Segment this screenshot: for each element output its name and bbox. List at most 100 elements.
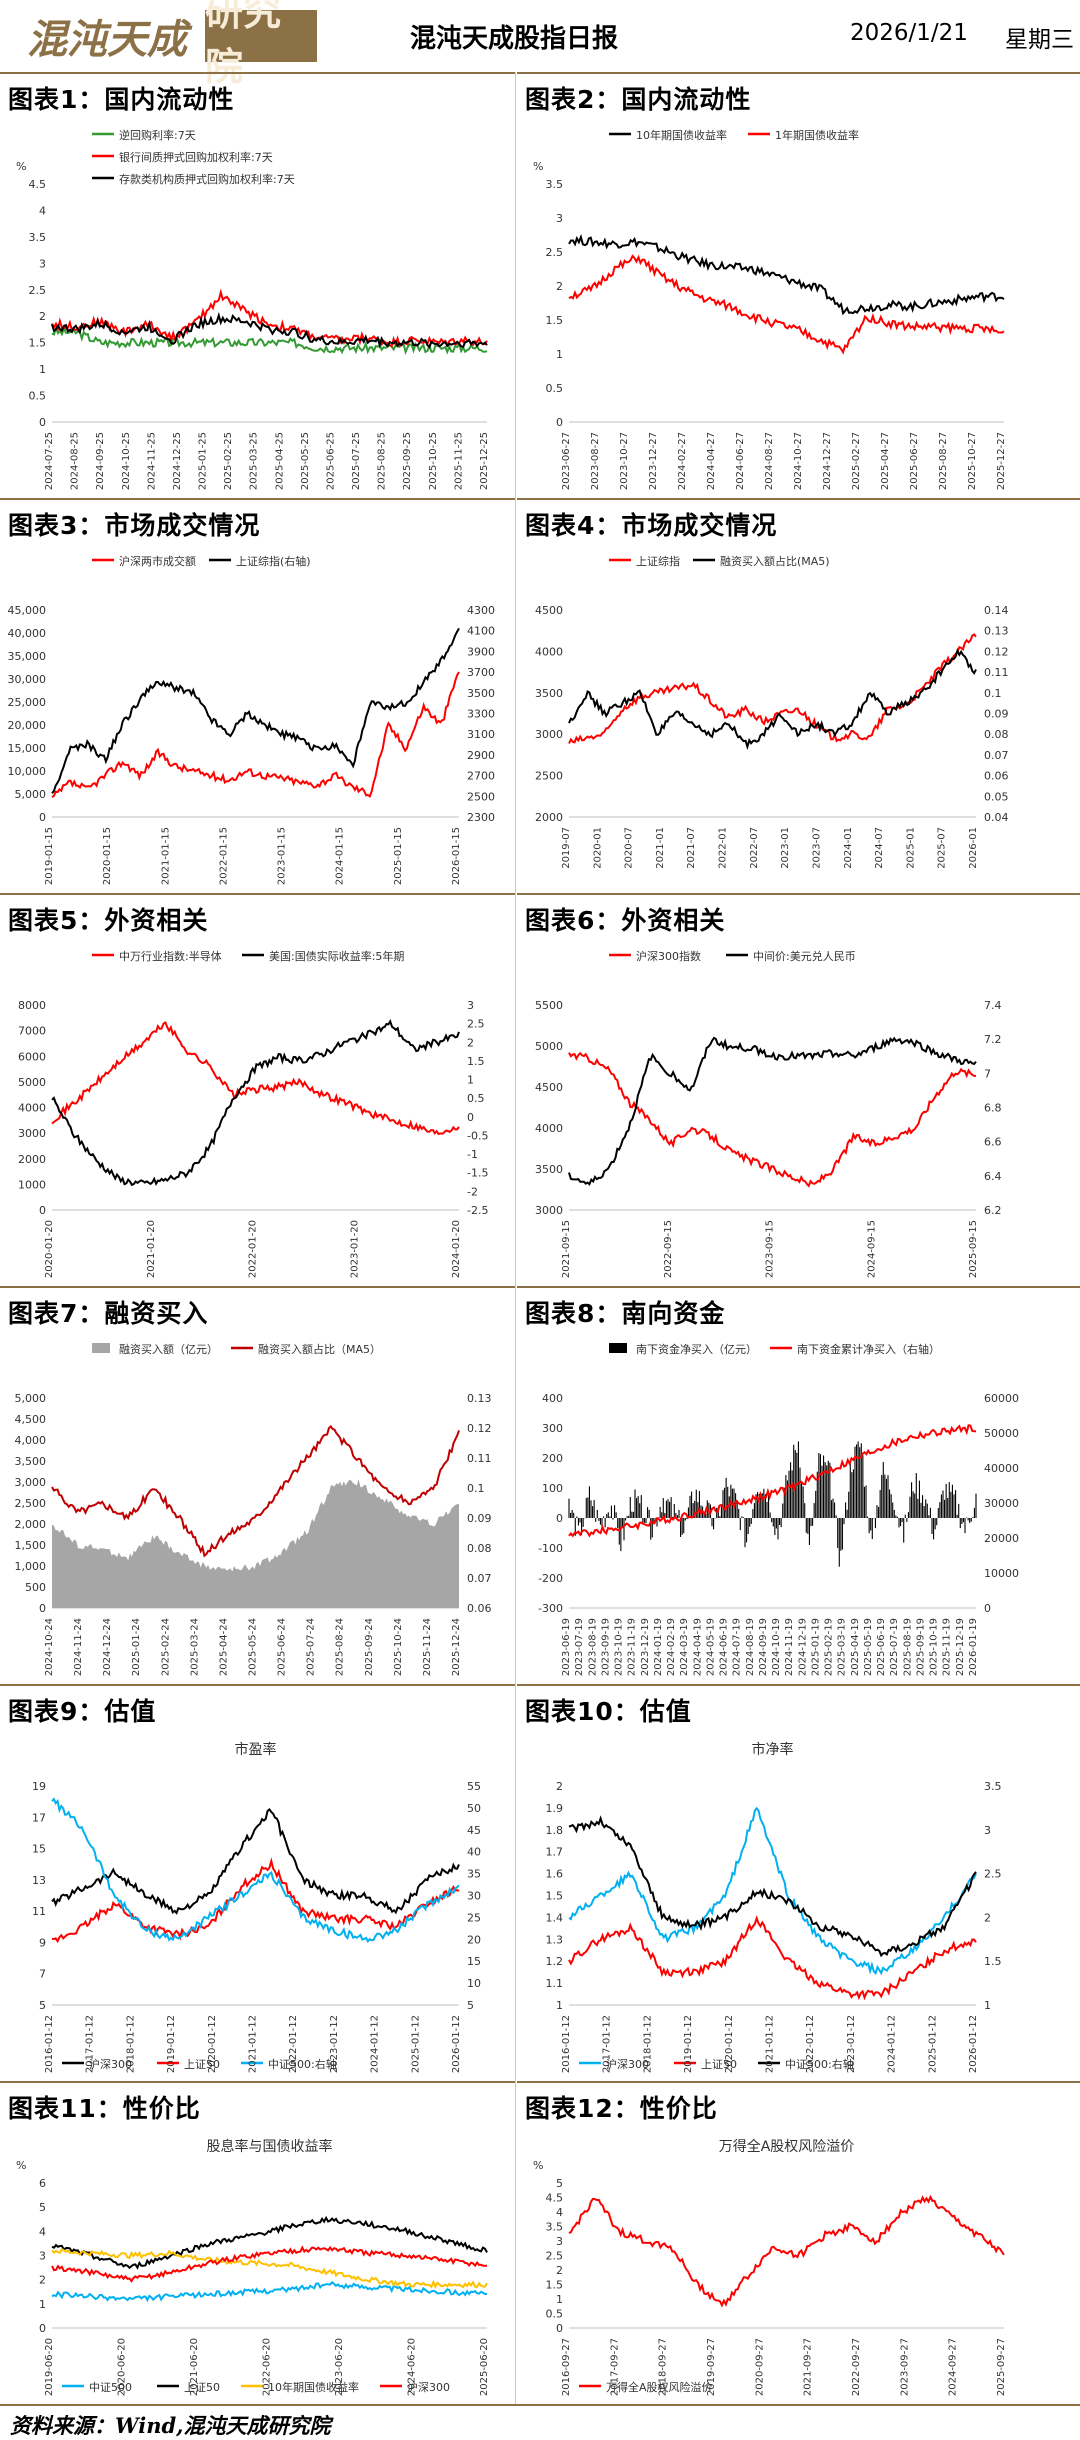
x-tick-label: 2023-01-15 bbox=[277, 827, 288, 885]
y-tick-label: 3,500 bbox=[15, 1455, 47, 1468]
x-tick-label: 2022-09-27 bbox=[851, 2338, 862, 2396]
y-tick-label: 4 bbox=[39, 204, 46, 217]
y-tick-label: -100 bbox=[538, 1542, 563, 1555]
legend-label: 中证500 bbox=[89, 2381, 132, 2394]
x-tick-label: 2016-01-12 bbox=[561, 2015, 572, 2073]
y2-tick-label: 5 bbox=[467, 1999, 474, 2012]
line-series-2 bbox=[51, 627, 460, 794]
y2-tick-label: 0.09 bbox=[984, 708, 1009, 721]
legend-label: 沪深两市成交额 bbox=[119, 554, 196, 568]
x-tick-label: 2024-12-24 bbox=[102, 1618, 113, 1676]
y-tick-label: 1 bbox=[556, 2293, 563, 2306]
x-tick-label: 2019-01-15 bbox=[44, 827, 55, 885]
y2-tick-label: 0.13 bbox=[984, 625, 1009, 638]
x-tick-label: 2020-01 bbox=[592, 827, 603, 869]
report-footer: 资料来源：Wind,混沌天成研究院 bbox=[0, 2404, 1080, 2438]
y-tick-label: 1.3 bbox=[546, 1933, 564, 1946]
y-tick-label: 3 bbox=[39, 2250, 46, 2263]
y2-tick-label: 0.1 bbox=[984, 687, 1002, 700]
x-tick-label: 2021-07 bbox=[686, 827, 697, 869]
y-tick-label: 3500 bbox=[535, 687, 563, 700]
x-tick-label: 2024-01 bbox=[843, 827, 854, 869]
x-tick-label: 2024-08-25 bbox=[70, 432, 81, 490]
y2-tick-label: 20000 bbox=[984, 1532, 1019, 1545]
x-tick-label: 2024-07-19 bbox=[732, 1618, 743, 1676]
y-tick-label: 1.6 bbox=[546, 1868, 564, 1881]
logo-text-main: 混沌天成 bbox=[27, 16, 187, 63]
y-tick-label: 300 bbox=[542, 1422, 563, 1435]
y2-tick-label: 0.1 bbox=[467, 1482, 485, 1495]
y-tick-label: 9 bbox=[39, 1936, 46, 1949]
legend-swatch bbox=[92, 1343, 110, 1353]
y2-tick-label: 3100 bbox=[467, 728, 495, 741]
legend-label: 中万行业指数:半导体 bbox=[119, 949, 222, 963]
y2-tick-label: 0.12 bbox=[984, 645, 1009, 658]
x-tick-label: 2020-06-20 bbox=[117, 2338, 128, 2396]
x-tick-label: 2024-01-12 bbox=[370, 2015, 381, 2073]
x-tick-label: 2019-07 bbox=[561, 827, 572, 869]
x-tick-label: 2021-01-15 bbox=[160, 827, 171, 885]
x-tick-label: 2025-08-19 bbox=[902, 1618, 913, 1676]
y-tick-label: 19 bbox=[32, 1780, 46, 1793]
x-tick-label: 2022-06-20 bbox=[262, 2338, 273, 2396]
x-tick-label: 2024-05-19 bbox=[705, 1618, 716, 1676]
y-tick-label: 1 bbox=[39, 2298, 46, 2311]
chart-title-3: 图表3：市场成交情况 bbox=[8, 511, 261, 540]
y-tick-label: 1.5 bbox=[546, 314, 564, 327]
y-tick-label: 0.5 bbox=[29, 390, 47, 403]
chart-svg-7: 融资买入额（亿元） 融资买入额占比（MA5） 0 500 1,000 1,500 2,000… bbox=[15, 1342, 492, 1676]
y-tick-label: 15 bbox=[32, 1843, 46, 1856]
y-tick-label: 1.2 bbox=[546, 1955, 564, 1968]
x-tick-label: 2024-07-25 bbox=[44, 432, 55, 490]
y-tick-label: 1 bbox=[39, 363, 46, 376]
x-tick-label: 2025-06-25 bbox=[325, 432, 336, 490]
x-tick-label: 2025-07-19 bbox=[889, 1618, 900, 1676]
x-tick-label: 2024-12-25 bbox=[172, 432, 183, 490]
x-tick-label: 2025-03-25 bbox=[249, 432, 260, 490]
x-tick-label: 2018-01-12 bbox=[642, 2015, 653, 2073]
line-series-1 bbox=[568, 1051, 976, 1188]
y-tick-label: 1.9 bbox=[546, 1802, 564, 1815]
x-tick-label: 2020-07 bbox=[624, 827, 635, 869]
y-tick-label: 1 bbox=[556, 348, 563, 361]
y-tick-label: 3.5 bbox=[546, 2221, 564, 2234]
y2-tick-label: 6.8 bbox=[984, 1102, 1002, 1115]
y-tick-label: 3 bbox=[39, 257, 46, 270]
y-tick-label: 4500 bbox=[535, 604, 563, 617]
chart-panel-11: 图表11：性价比 股息率与国债收益率% 中证500 上证50 10年期国债收益率 沪深30… bbox=[0, 2081, 515, 2406]
x-tick-label: 2025-06-24 bbox=[277, 1618, 288, 1676]
line-series-1 bbox=[51, 1807, 460, 1915]
x-tick-label: 2024-06-19 bbox=[719, 1618, 730, 1676]
x-tick-label: 2025-10-27 bbox=[967, 432, 978, 490]
y2-tick-label: 15 bbox=[467, 1955, 481, 1968]
y-tick-label: 3 bbox=[556, 2235, 563, 2248]
x-tick-label: 2020-01-20 bbox=[44, 1220, 55, 1278]
y-tick-label: 0 bbox=[556, 416, 563, 429]
y-tick-label: 3,000 bbox=[15, 1476, 47, 1489]
y2-tick-label: 0.13 bbox=[467, 1392, 492, 1405]
legend-label: 上证综指(右轴) bbox=[236, 554, 311, 568]
x-tick-label: 2024-06-20 bbox=[407, 2338, 418, 2396]
x-tick-label: 2019-01-12 bbox=[683, 2015, 694, 2073]
x-tick-label: 2026-01-12 bbox=[968, 2015, 979, 2073]
y-tick-label: 2 bbox=[556, 1780, 563, 1793]
y2-tick-label: 6.6 bbox=[984, 1136, 1002, 1149]
x-tick-label: 2025-04-24 bbox=[218, 1618, 229, 1676]
chart-panel-8: 图表8：南向资金 南下资金净买入（亿元） 南下资金累计净买入（右轴） -300 -200… bbox=[517, 1286, 1080, 1686]
y2-tick-label: 0.11 bbox=[984, 666, 1009, 679]
x-tick-label: 2025-12-24 bbox=[451, 1618, 462, 1676]
y-tick-label: 20,000 bbox=[8, 719, 47, 732]
x-tick-label: 2026-01-19 bbox=[968, 1618, 979, 1676]
y-tick-label: 2000 bbox=[18, 1153, 46, 1166]
x-tick-label: 2025-08-24 bbox=[335, 1618, 346, 1676]
y-tick-label: 1,500 bbox=[15, 1539, 47, 1552]
legend-label: 万得全A股权风险溢价 bbox=[606, 2380, 713, 2394]
y2-tick-label: 2.5 bbox=[467, 1018, 485, 1031]
x-tick-label: 2024-10-24 bbox=[44, 1618, 55, 1676]
x-tick-label: 2025-03-24 bbox=[189, 1618, 200, 1676]
legend-label: 银行间质押式回购加权利率:7天 bbox=[119, 150, 273, 164]
y-tick-label: 1.8 bbox=[546, 1824, 564, 1837]
x-tick-label: 2024-01-15 bbox=[335, 827, 346, 885]
legend-label: 融资买入额（亿元） bbox=[119, 1343, 218, 1356]
